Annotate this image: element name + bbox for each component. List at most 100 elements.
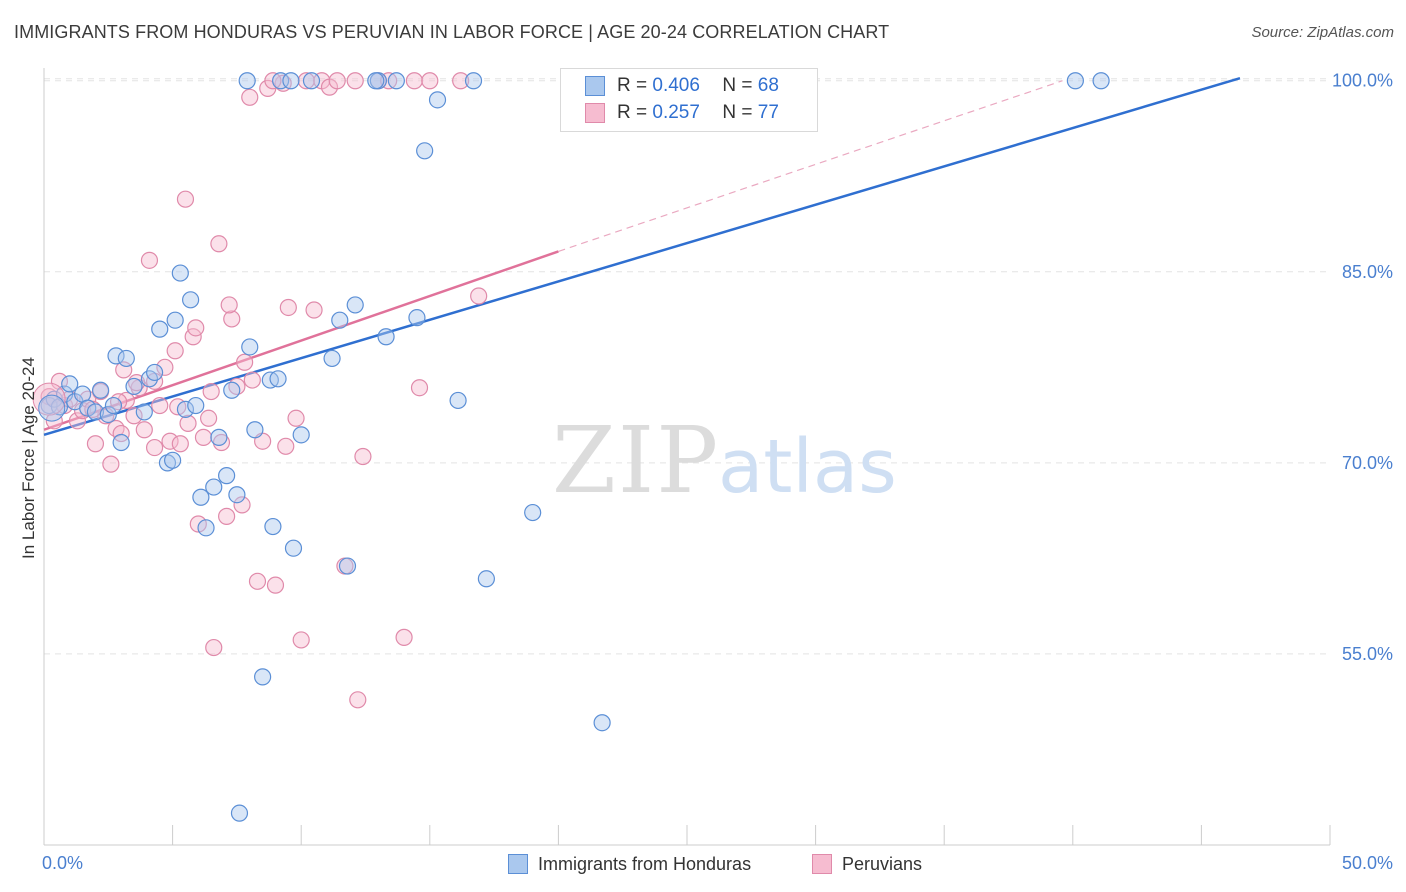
point-honduras: [104, 396, 123, 415]
point-honduras: [164, 451, 182, 469]
point-honduras: [112, 433, 130, 452]
point-peruvian: [305, 301, 323, 319]
point-peruvian: [287, 409, 305, 427]
point-honduras: [223, 381, 241, 399]
legend-n-value: 77: [757, 102, 779, 123]
legend-swatch-blue: [585, 76, 605, 96]
point-honduras: [230, 804, 249, 822]
point-honduras: [171, 264, 189, 282]
point-peruvian: [140, 251, 159, 269]
point-honduras: [323, 349, 341, 368]
point-peruvian: [187, 319, 205, 337]
point-peruvian: [292, 631, 310, 649]
point-honduras: [228, 486, 246, 504]
point-peruvian: [248, 572, 267, 590]
point-peruvian: [176, 190, 195, 208]
point-honduras: [331, 311, 349, 329]
point-peruvian: [220, 296, 238, 314]
point-honduras: [176, 400, 195, 418]
point-peruvian: [156, 358, 174, 376]
y-tick-label: 70.0%: [1342, 453, 1393, 473]
point-honduras: [241, 338, 259, 356]
point-peruvian: [189, 515, 207, 533]
legend-r-value: 0.406: [652, 75, 700, 96]
point-honduras: [135, 403, 153, 421]
point-peruvian: [349, 691, 367, 709]
point-peruvian: [86, 435, 105, 453]
point-honduras: [449, 391, 467, 410]
point-honduras: [99, 405, 117, 424]
point-peruvian: [200, 409, 218, 427]
point-honduras: [367, 72, 385, 90]
point-peruvian: [241, 88, 259, 106]
legend-r-label: R =: [617, 102, 648, 123]
point-honduras: [166, 311, 184, 329]
point-peruvian: [354, 447, 372, 466]
point-honduras: [218, 467, 236, 485]
bottom-legend-peruvians[interactable]: Peruvians: [812, 851, 922, 877]
point-honduras: [377, 328, 395, 346]
bottom-legend-swatch-pink: [812, 854, 832, 874]
point-peruvian: [112, 424, 130, 443]
point-honduras: [593, 714, 611, 732]
point-peruvian: [145, 438, 164, 457]
axes: [43, 68, 1331, 846]
point-peruvian: [32, 382, 66, 416]
stats-legend: R = 0.406 N = 68 R = 0.257 N = 77: [560, 68, 818, 132]
data-points: [32, 72, 1110, 822]
point-honduras: [1066, 72, 1084, 90]
watermark-atlas: atlas: [718, 424, 897, 510]
point-peruvian: [421, 72, 439, 90]
point-honduras: [182, 291, 200, 309]
y-tick-label: 100.0%: [1332, 71, 1393, 91]
x-tick-label: 50.0%: [1342, 853, 1393, 873]
point-peruvian: [277, 437, 295, 455]
point-peruvian: [395, 628, 413, 646]
point-honduras: [125, 377, 143, 396]
point-peruvian: [223, 310, 241, 328]
point-peruvian: [210, 235, 228, 253]
legend-swatch-pink: [585, 103, 605, 123]
x-tick-label: 0.0%: [42, 853, 83, 873]
trend-line-peruvian: [43, 250, 559, 431]
point-peruvian: [202, 382, 220, 401]
point-honduras: [269, 370, 287, 388]
point-honduras: [145, 363, 164, 382]
y-axis-label: In Labor Force | Age 20-24: [19, 357, 38, 559]
point-peruvian: [279, 298, 297, 317]
trend-lines: [43, 76, 1241, 437]
point-honduras: [416, 142, 434, 160]
chart-title: IMMIGRANTS FROM HONDURAS VS PERUVIAN IN …: [14, 22, 890, 42]
point-honduras: [387, 72, 405, 90]
point-honduras: [346, 296, 364, 314]
point-peruvian: [452, 72, 470, 90]
bottom-legend-honduras[interactable]: Immigrants from Honduras: [508, 851, 751, 877]
grid-lines: [44, 78, 1330, 655]
watermark-zip: ZIP: [552, 407, 720, 514]
point-honduras: [61, 375, 79, 393]
point-honduras: [205, 478, 223, 496]
point-peruvian: [328, 72, 346, 90]
source-label: Source: ZipAtlas.com: [1251, 24, 1394, 41]
point-honduras: [408, 309, 426, 327]
point-peruvian: [405, 72, 423, 90]
point-peruvian: [194, 428, 213, 446]
legend-n-value: 68: [757, 75, 779, 96]
point-honduras: [284, 539, 303, 557]
point-peruvian: [218, 507, 236, 525]
legend-r-label: R =: [617, 75, 648, 96]
trend-line-honduras: [43, 76, 1241, 437]
point-honduras: [187, 396, 205, 415]
point-peruvian: [161, 432, 179, 450]
point-peruvian: [410, 379, 429, 397]
point-honduras: [338, 557, 357, 575]
point-peruvian: [102, 455, 120, 473]
point-peruvian: [79, 390, 97, 408]
legend-n-label: N =: [722, 102, 753, 123]
point-honduras: [210, 428, 228, 446]
point-honduras: [79, 399, 97, 417]
point-peruvian: [68, 412, 87, 430]
trend-line-peruvian-extension: [558, 80, 1063, 252]
point-honduras: [477, 570, 495, 588]
